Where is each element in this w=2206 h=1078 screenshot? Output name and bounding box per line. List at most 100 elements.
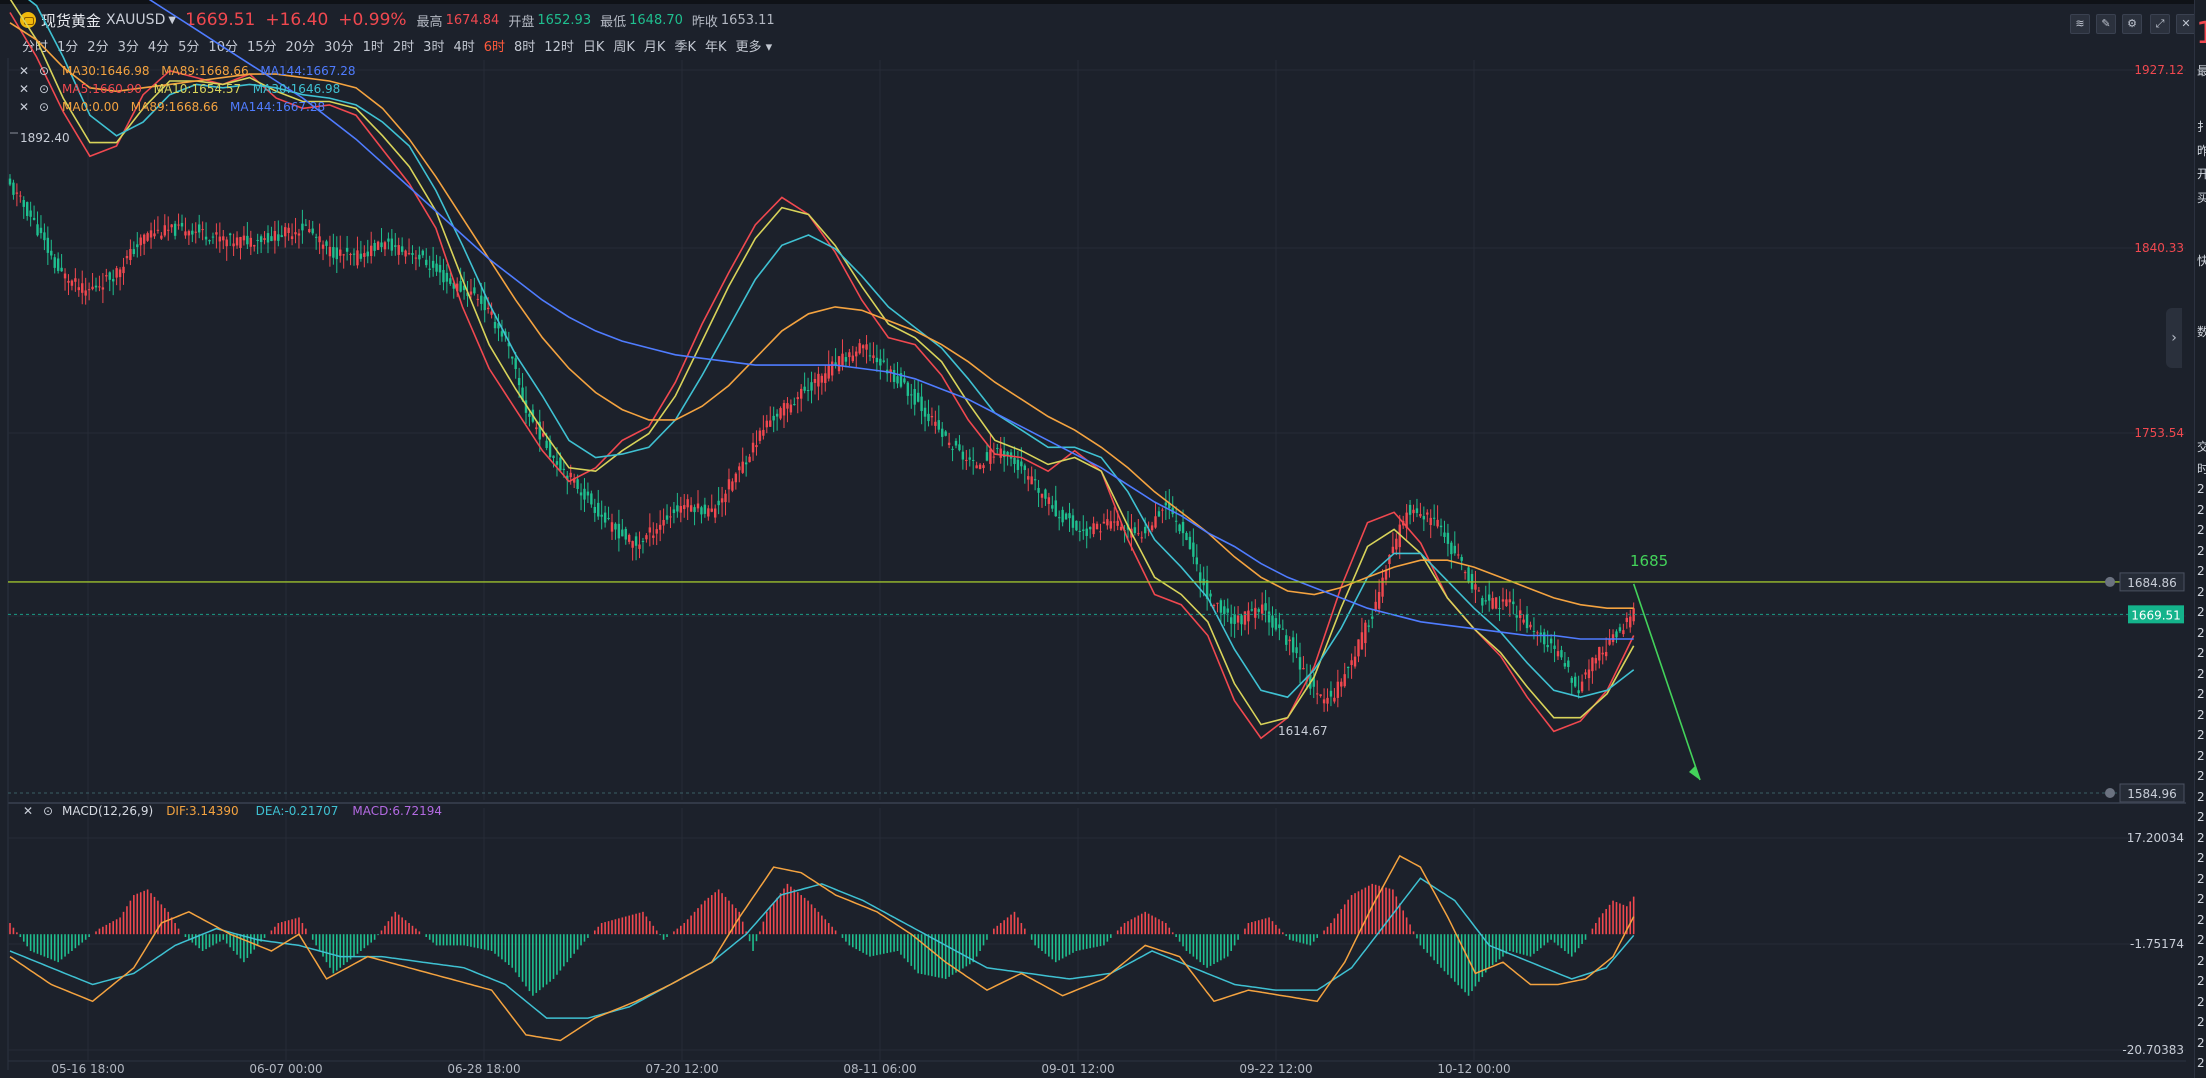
candle <box>996 447 999 449</box>
sidebar-trade-time: 2 <box>2197 1015 2205 1029</box>
candle <box>1326 697 1329 704</box>
period-13[interactable]: 4时 <box>453 40 475 55</box>
period-17[interactable]: 日K <box>582 40 605 55</box>
candle <box>1092 523 1095 535</box>
candle <box>266 233 270 243</box>
candle <box>253 245 256 247</box>
period-3[interactable]: 3分 <box>117 40 139 55</box>
candle <box>1615 631 1618 638</box>
candle <box>290 236 294 240</box>
candle <box>614 523 617 530</box>
chart-type-icon[interactable]: ≋ <box>2070 14 2090 34</box>
candle <box>1212 604 1216 606</box>
period-19[interactable]: 月K <box>643 40 666 55</box>
candle <box>652 535 655 538</box>
last-price: 1669.51 <box>185 10 256 30</box>
candle <box>631 541 634 548</box>
candle <box>246 235 249 245</box>
candle <box>201 229 204 231</box>
period-5[interactable]: 5分 <box>178 40 200 55</box>
period-22[interactable]: 更多 ▾ <box>735 40 773 55</box>
candle <box>366 251 369 257</box>
candle <box>1274 618 1278 630</box>
candle <box>1336 681 1340 698</box>
draw-pen-icon[interactable]: ✎ <box>2096 14 2116 34</box>
period-18[interactable]: 周K <box>613 40 635 55</box>
candle <box>1491 597 1494 609</box>
settings-icon: ⊙ <box>39 82 49 96</box>
candle <box>1178 524 1181 532</box>
candle <box>1522 619 1525 623</box>
candle <box>872 355 875 359</box>
collapse-panel-button[interactable]: › <box>2166 308 2182 368</box>
period-10[interactable]: 1时 <box>362 40 384 55</box>
candle <box>187 231 191 236</box>
candle <box>77 287 80 291</box>
period-20[interactable]: 季K <box>674 40 696 55</box>
candle <box>975 465 978 469</box>
candle <box>204 236 208 240</box>
period-4[interactable]: 4分 <box>147 40 170 55</box>
time-axis-label: 07-20 12:00 <box>645 1062 718 1076</box>
candle <box>748 456 751 463</box>
candle <box>562 468 566 471</box>
sidebar-glyph-8: 时 <box>2197 460 2206 477</box>
candle <box>46 237 50 253</box>
candle <box>1598 647 1601 661</box>
candle <box>1312 677 1315 687</box>
period-7[interactable]: 15分 <box>246 40 277 55</box>
candle <box>407 253 411 255</box>
candle <box>394 245 397 247</box>
candle <box>480 295 483 304</box>
candle <box>710 508 713 512</box>
candle <box>180 222 184 227</box>
candle <box>349 254 352 256</box>
period-2[interactable]: 2分 <box>87 40 109 55</box>
candle <box>944 431 947 436</box>
period-21[interactable]: 年K <box>704 40 727 55</box>
candle <box>590 493 593 505</box>
candle <box>1033 479 1037 481</box>
candle <box>270 236 273 242</box>
period-14[interactable]: 6时 <box>483 40 506 55</box>
candle <box>1426 512 1429 515</box>
low-value: 1648.70 <box>629 12 683 28</box>
sidebar-trade-time: 2 <box>2197 953 2205 968</box>
time-axis-label: 09-01 12:00 <box>1041 1062 1114 1076</box>
candle <box>239 236 242 248</box>
period-15[interactable]: 8时 <box>514 40 536 55</box>
ma-legend-item: MA30:1646.98 <box>253 82 340 96</box>
candle <box>1429 517 1432 526</box>
window-top-border <box>0 0 2206 4</box>
instrument-symbol[interactable]: XAUUSD <box>106 12 166 28</box>
period-12[interactable]: 3时 <box>423 40 445 55</box>
ma-legend-item: MA144:1667.28 <box>260 64 355 78</box>
settings-icon[interactable]: ⚙ <box>2122 14 2142 34</box>
candle <box>1230 617 1233 624</box>
candle <box>1525 614 1529 629</box>
period-16[interactable]: 12时 <box>544 40 574 55</box>
sidebar-trade-time: 2 <box>2197 933 2205 947</box>
period-8[interactable]: 20分 <box>285 40 316 55</box>
candle <box>356 250 359 266</box>
candle <box>1161 509 1164 511</box>
candle <box>1133 527 1137 534</box>
candle <box>1494 597 1498 609</box>
period-9[interactable]: 30分 <box>324 40 354 55</box>
period-1[interactable]: 1分 <box>57 40 79 55</box>
candle <box>163 225 166 236</box>
candle <box>696 503 700 509</box>
time-axis-label: 10-12 00:00 <box>1437 1062 1510 1076</box>
candle <box>803 386 806 391</box>
candle <box>813 378 817 383</box>
candle <box>263 238 266 240</box>
expand-icon[interactable]: ⤢ <box>2150 14 2170 34</box>
candle <box>665 515 669 520</box>
candle <box>1061 509 1064 523</box>
period-11[interactable]: 2时 <box>392 40 415 55</box>
candle <box>858 343 861 354</box>
candle <box>545 440 548 449</box>
candle <box>628 534 631 542</box>
chevron-down-icon[interactable]: ▼ <box>168 14 177 26</box>
